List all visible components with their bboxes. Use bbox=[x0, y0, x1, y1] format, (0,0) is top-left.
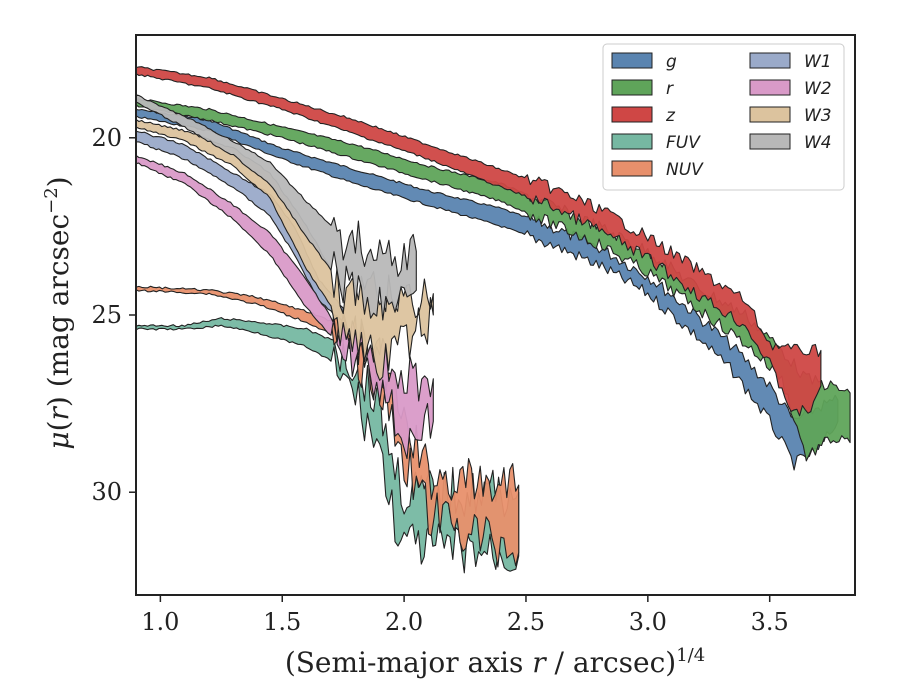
band-z bbox=[135, 66, 822, 417]
legend-label-w1: W1 bbox=[804, 52, 832, 72]
x-axis-label: (Semi-major axis r / arcsec)1/4 bbox=[285, 645, 705, 679]
y-tick-label: 20 bbox=[91, 124, 122, 152]
legend-label-fuv: FUV bbox=[666, 133, 701, 153]
x-tick-label: 1.5 bbox=[263, 608, 301, 636]
legend-swatch-nuv bbox=[611, 160, 653, 177]
legend-label-r: r bbox=[666, 79, 674, 99]
chart-bands bbox=[135, 66, 851, 574]
legend-label-w2: W2 bbox=[804, 79, 832, 99]
y-axis-label: μ(r) (mag arcsec−2) bbox=[41, 176, 75, 449]
legend-label-g: g bbox=[666, 52, 677, 72]
x-tick-label: 1.0 bbox=[141, 608, 179, 636]
legend-label-nuv: NUV bbox=[666, 160, 704, 180]
x-tick-label: 3.0 bbox=[629, 608, 667, 636]
y-axis-ticks: 20 25 30 bbox=[91, 124, 136, 506]
legend-swatch-z bbox=[611, 106, 653, 123]
legend-label-w3: W3 bbox=[804, 106, 832, 126]
legend-swatch-w2 bbox=[749, 79, 791, 96]
band-w4 bbox=[135, 94, 417, 321]
legend-label-z: z bbox=[665, 106, 676, 126]
band-w2 bbox=[135, 154, 434, 460]
x-axis-ticks: 1.0 1.5 2.0 2.5 3.0 3.5 bbox=[141, 595, 789, 636]
legend: grz FUV NUV W1 W2 W3 W4 bbox=[602, 43, 845, 191]
legend-swatch-w1 bbox=[749, 52, 791, 69]
legend-swatch-fuv bbox=[611, 133, 653, 150]
x-tick-label: 2.5 bbox=[507, 608, 545, 636]
y-tick-label: 25 bbox=[91, 301, 122, 329]
x-tick-label: 2.0 bbox=[385, 608, 423, 636]
band-fuv bbox=[135, 317, 520, 574]
legend-swatch-w4 bbox=[749, 133, 791, 150]
legend-swatch-w3 bbox=[749, 106, 791, 123]
legend-label-w4: W4 bbox=[804, 133, 832, 153]
legend-swatch-g bbox=[611, 52, 653, 69]
x-tick-label: 3.5 bbox=[751, 608, 789, 636]
band-r bbox=[135, 98, 851, 462]
band-nuv bbox=[135, 285, 520, 568]
legend-swatch-r bbox=[611, 79, 653, 96]
y-tick-label: 30 bbox=[91, 478, 122, 506]
